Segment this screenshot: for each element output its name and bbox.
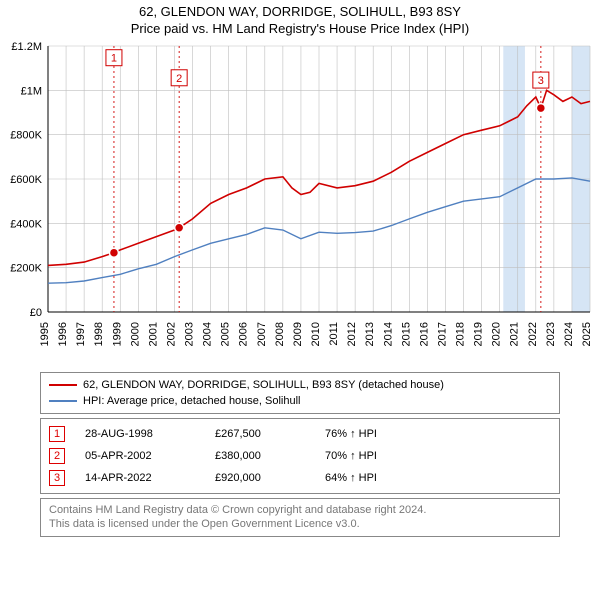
legend-label: HPI: Average price, detached house, Soli… [83,395,301,407]
svg-text:2000: 2000 [129,322,141,346]
svg-text:3: 3 [538,75,544,87]
svg-text:£0: £0 [30,307,42,319]
svg-text:2004: 2004 [202,322,214,346]
svg-text:£1M: £1M [21,85,42,97]
svg-text:2017: 2017 [436,322,448,346]
data-point-hpi: 64% ↑ HPI [325,472,435,484]
legend-row: HPI: Average price, detached house, Soli… [49,393,551,409]
svg-text:2019: 2019 [473,322,485,346]
data-point-row: 3 14-APR-2022 £920,000 64% ↑ HPI [49,467,551,489]
svg-text:£600K: £600K [10,174,42,186]
data-point-date: 14-APR-2022 [85,472,195,484]
svg-text:2018: 2018 [455,322,467,346]
svg-text:2012: 2012 [346,322,358,346]
data-point-price: £380,000 [215,450,305,462]
attribution-box: Contains HM Land Registry data © Crown c… [40,498,560,537]
data-point-price: £920,000 [215,472,305,484]
legend-row: 62, GLENDON WAY, DORRIDGE, SOLIHULL, B93… [49,377,551,393]
svg-text:2021: 2021 [509,322,521,346]
attribution-line-2: This data is licensed under the Open Gov… [49,517,551,531]
svg-text:2009: 2009 [292,322,304,346]
svg-text:2011: 2011 [328,322,340,346]
svg-text:£400K: £400K [10,218,42,230]
chart-area: £0 £200K £400K £600K £800K £1M £1.2M 1995 1996 19… [0,38,600,368]
svg-text:£1.2M: £1.2M [11,41,42,53]
svg-text:1996: 1996 [57,322,69,346]
data-point-hpi: 76% ↑ HPI [325,428,435,440]
svg-text:2008: 2008 [274,322,286,346]
svg-text:2016: 2016 [418,322,430,346]
svg-text:2020: 2020 [491,322,503,346]
data-point-row: 2 05-APR-2002 £380,000 70% ↑ HPI [49,445,551,467]
svg-text:1999: 1999 [111,322,123,346]
svg-text:1: 1 [111,53,117,65]
svg-text:2005: 2005 [220,322,232,346]
svg-text:2013: 2013 [364,322,376,346]
data-point-hpi: 70% ↑ HPI [325,450,435,462]
attribution-line-1: Contains HM Land Registry data © Crown c… [49,503,551,517]
svg-text:£800K: £800K [10,130,42,142]
data-point-date: 05-APR-2002 [85,450,195,462]
svg-text:2006: 2006 [238,322,250,346]
svg-text:2003: 2003 [184,322,196,346]
data-point-marker: 1 [49,426,65,442]
svg-text:1995: 1995 [39,322,51,346]
data-points-box: 1 28-AUG-1998 £267,500 76% ↑ HPI 2 05-APR-200… [40,418,560,494]
legend-label: 62, GLENDON WAY, DORRIDGE, SOLIHULL, B93… [83,379,444,391]
svg-text:2025: 2025 [581,322,593,346]
svg-text:2014: 2014 [382,322,394,346]
data-point-price: £267,500 [215,428,305,440]
data-point-date: 28-AUG-1998 [85,428,195,440]
data-point-marker: 3 [49,470,65,486]
title-line-1: 62, GLENDON WAY, DORRIDGE, SOLIHULL, B93… [0,4,600,19]
svg-text:2001: 2001 [147,322,159,346]
svg-text:2015: 2015 [400,322,412,346]
svg-text:2024: 2024 [563,322,575,346]
svg-text:2: 2 [176,73,182,85]
chart-title-block: 62, GLENDON WAY, DORRIDGE, SOLIHULL, B93… [0,0,600,38]
svg-text:1997: 1997 [75,322,87,346]
svg-text:2007: 2007 [256,322,268,346]
svg-text:2010: 2010 [310,322,322,346]
legend-box: 62, GLENDON WAY, DORRIDGE, SOLIHULL, B93… [40,372,560,414]
legend-swatch [49,384,77,386]
title-line-2: Price paid vs. HM Land Registry's House … [0,21,600,36]
svg-text:£200K: £200K [10,263,42,275]
data-point-row: 1 28-AUG-1998 £267,500 76% ↑ HPI [49,423,551,445]
svg-text:2023: 2023 [545,322,557,346]
legend-swatch [49,400,77,402]
svg-text:1998: 1998 [93,322,105,346]
price-chart-svg: £0 £200K £400K £600K £800K £1M £1.2M 1995 1996 19… [0,38,600,368]
svg-text:2002: 2002 [165,322,177,346]
svg-text:2022: 2022 [527,322,539,346]
data-point-marker: 2 [49,448,65,464]
